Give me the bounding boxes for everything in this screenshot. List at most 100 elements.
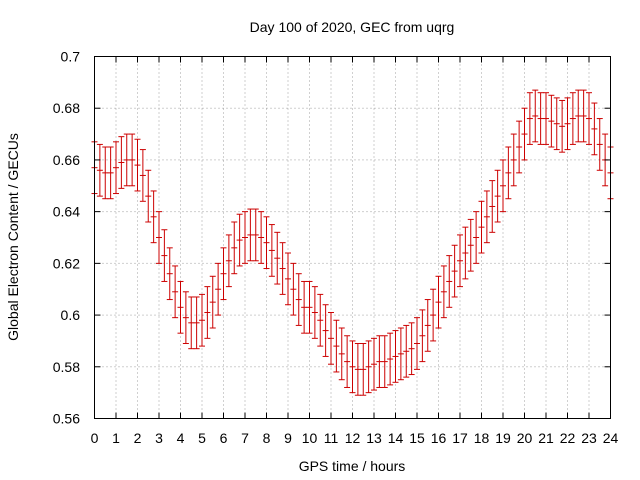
error-bar-point xyxy=(156,211,162,264)
error-bar-point xyxy=(236,213,243,267)
x-tick-label: 17 xyxy=(452,430,468,446)
x-tick-label: 12 xyxy=(345,430,361,446)
x-axis-label: GPS time / hours xyxy=(299,458,406,474)
error-bar-point xyxy=(569,92,576,145)
error-bar-point xyxy=(414,317,420,370)
error-bar-point xyxy=(193,296,200,350)
x-tick-label: 5 xyxy=(198,430,206,446)
error-bar-point xyxy=(494,169,501,223)
error-bar-point xyxy=(451,244,458,298)
error-bar-point xyxy=(446,255,453,308)
error-bar-point xyxy=(387,332,394,386)
y-tick-label: 0.66 xyxy=(53,152,80,168)
error-bar-point xyxy=(435,275,442,329)
error-bar-point xyxy=(559,99,566,153)
error-bar-point xyxy=(247,208,254,262)
error-bar-point xyxy=(516,120,523,174)
error-bar-point xyxy=(209,275,216,329)
y-axis-label: Global Electron Content / GECUs xyxy=(5,133,21,341)
error-bar-point xyxy=(311,286,318,339)
error-bar-point xyxy=(354,343,361,396)
y-tick-label: 0.6 xyxy=(61,307,81,323)
error-bar-point xyxy=(328,311,334,365)
error-bar-point xyxy=(500,159,506,213)
error-bar-point xyxy=(575,89,582,143)
error-bar-point xyxy=(188,296,195,350)
x-tick-label: 15 xyxy=(409,430,425,446)
error-bar-point xyxy=(231,221,238,275)
error-bar-point xyxy=(107,146,114,200)
error-bar-point xyxy=(553,97,560,151)
error-bar-point xyxy=(478,200,485,254)
x-tick-label: 14 xyxy=(388,430,404,446)
error-bar-point xyxy=(376,335,383,388)
error-bar-point xyxy=(150,190,157,244)
x-tick-label: 4 xyxy=(177,430,185,446)
x-tick-label: 13 xyxy=(366,430,382,446)
axis-ticks: 0 1 2 3 4 5 6 7 8 9 10 11 12 13 14 15 16 17 18 19 20 21 22 23 24… xyxy=(53,49,619,447)
x-tick-label: 3 xyxy=(155,430,163,446)
error-bar-point xyxy=(392,330,399,383)
error-bar-point xyxy=(430,288,437,342)
x-tick-label: 1 xyxy=(112,430,120,446)
y-tick-label: 0.56 xyxy=(53,411,80,427)
error-bar-point xyxy=(139,149,146,202)
error-bar-point xyxy=(204,286,211,339)
error-bar-point xyxy=(225,234,232,288)
x-tick-label: 23 xyxy=(581,430,597,446)
error-bar-point xyxy=(365,340,372,394)
x-tick-label: 2 xyxy=(134,430,142,446)
error-bar-point xyxy=(166,247,173,301)
x-tick-label: 11 xyxy=(324,430,339,446)
error-bar-point xyxy=(274,231,281,285)
error-bar-point xyxy=(424,299,431,352)
error-bar-point xyxy=(338,327,345,381)
x-tick-label: 7 xyxy=(241,430,249,446)
error-bar-point xyxy=(215,262,222,316)
error-bar-point xyxy=(419,309,426,363)
error-bar-point xyxy=(397,327,404,381)
y-tick-label: 0.62 xyxy=(53,255,80,271)
error-bar-point xyxy=(102,146,109,200)
error-bar-point xyxy=(263,216,270,270)
x-tick-label: 8 xyxy=(263,430,271,446)
error-bar-point xyxy=(113,141,119,195)
chart-title: Day 100 of 2020, GEC from uqrg xyxy=(250,19,455,35)
x-tick-label: 18 xyxy=(474,430,490,446)
error-bar-point xyxy=(333,319,340,373)
error-bar-point xyxy=(473,211,480,264)
error-bar-point xyxy=(322,304,329,357)
x-tick-label: 20 xyxy=(517,430,533,446)
error-bar-point xyxy=(510,133,517,187)
error-bar-point xyxy=(457,234,463,288)
error-bar-point xyxy=(543,92,549,145)
x-tick-label: 9 xyxy=(284,430,292,446)
y-tick-label: 0.7 xyxy=(61,49,81,65)
error-bar-point xyxy=(483,190,490,244)
x-tick-label: 21 xyxy=(538,430,554,446)
error-bar-point xyxy=(172,265,179,319)
error-bar-point xyxy=(548,94,555,148)
error-bar-point xyxy=(381,335,388,388)
y-tick-label: 0.68 xyxy=(53,100,80,116)
error-bar-point xyxy=(129,133,136,187)
error-bar-point xyxy=(408,322,415,376)
error-bar-point xyxy=(360,343,367,396)
error-bar-point xyxy=(440,265,447,319)
error-bar-point xyxy=(526,92,533,145)
error-bar-point xyxy=(467,218,474,272)
error-bar-point xyxy=(252,208,259,262)
error-bar-point xyxy=(591,102,598,156)
error-bar-point xyxy=(371,337,377,391)
error-bar-point xyxy=(182,291,189,345)
error-bar-point xyxy=(199,293,205,347)
x-tick-label: 0 xyxy=(91,430,99,446)
error-bar-point xyxy=(306,280,313,334)
error-bar-point xyxy=(521,107,528,161)
error-bar-point xyxy=(118,136,125,189)
error-bar-point xyxy=(96,143,103,197)
error-bar-point xyxy=(134,138,141,192)
y-tick-label: 0.64 xyxy=(53,204,80,220)
x-tick-label: 19 xyxy=(495,430,511,446)
